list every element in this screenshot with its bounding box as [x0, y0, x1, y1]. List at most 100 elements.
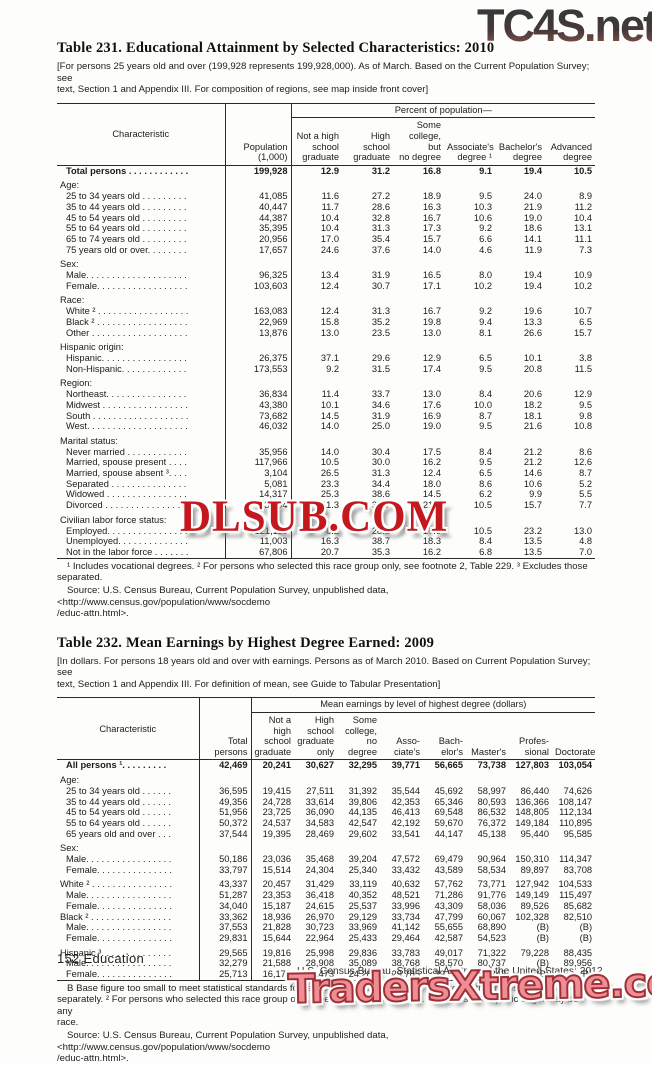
table-cell: 11,003	[224, 536, 292, 547]
table-cell: 60,067	[477, 911, 506, 922]
table-cell: 9.5	[479, 457, 492, 468]
table-232-title: Table 232. Mean Earnings by Highest Degr…	[57, 634, 435, 651]
table-cell: 25.0	[371, 421, 390, 432]
table-cell	[224, 255, 292, 271]
table-cell: 136,366	[515, 796, 549, 807]
table-cell	[495, 255, 545, 270]
table-cell: 8.4	[479, 389, 492, 400]
table-cell: 23,036	[262, 854, 291, 865]
table-cell: 31.3	[371, 468, 390, 479]
table-row: Female. . . . . . . . . . . . . . . . . …	[57, 280, 595, 292]
row-label: Male. . . . . . . . . . . . . . . . .	[66, 890, 172, 901]
table-cell: 29,464	[391, 932, 420, 943]
table-cell: 43,337	[198, 875, 252, 891]
table-row: Male. . . . . . . . . . . . . . . . . . …	[57, 270, 595, 281]
table-cell: 16.7	[422, 212, 441, 223]
table-cell: 15,644	[262, 932, 291, 943]
table-cell: 21.9	[523, 201, 542, 212]
table-row: All persons ¹. . . . . . . . . 42,469 20,2…	[57, 759, 595, 772]
table-cell: 10.8	[573, 421, 593, 432]
table-cell: 49,356	[198, 796, 252, 808]
table-cell	[393, 255, 444, 270]
table-cell: 21.6	[523, 421, 542, 432]
column-header-characteristic: Characteristic	[57, 697, 200, 760]
table-cell: 45,138	[477, 828, 506, 839]
table-cell: 39,806	[348, 796, 377, 807]
table-cell: 44,387	[224, 212, 292, 224]
table-cell: 9.1	[479, 165, 492, 176]
table-cell: 38,768	[391, 958, 420, 969]
table-cell: 18.2	[523, 399, 542, 410]
row-label: Region:	[60, 378, 93, 389]
row-label: 75 years old or over. . . . . . . .	[66, 244, 187, 255]
row-label: Married, spouse absent ³. . . .	[66, 468, 187, 479]
table-row: Sex:	[57, 839, 595, 855]
table-row: Employed. . . . . . . . . . . . . . . . 1…	[57, 525, 595, 537]
table-row: Marital status:	[57, 431, 595, 447]
table-cell: 35.2	[371, 316, 390, 327]
watermark-tradersxtreme: TradersXtreme.com	[287, 958, 652, 1013]
table-cell: 47,572	[391, 854, 420, 865]
row-label: Other . . . . . . . . . . . . . . . . . …	[66, 327, 188, 338]
table-231-body: Total persons . . . . . . . . . . . . 199…	[57, 165, 596, 559]
table-cell: 44,135	[348, 807, 377, 818]
table-row: Female. . . . . . . . . . . . . . . 34,04…	[57, 900, 595, 912]
table-cell: 33,996	[391, 900, 420, 911]
table-cell: 26.5	[320, 468, 339, 479]
table-cell: 17.3	[422, 223, 441, 234]
table-cell: (B)	[579, 969, 593, 980]
table-cell: 31,392	[348, 785, 377, 796]
table-cell	[291, 432, 342, 447]
table-cell	[251, 771, 294, 786]
table-cell: 9.8	[579, 410, 593, 421]
table-cell: 36,418	[305, 890, 334, 901]
table-cell: 28.6	[371, 201, 390, 212]
table-cell: 12.4	[422, 468, 441, 479]
table-cell: 28,908	[305, 958, 334, 969]
row-label: Widowed . . . . . . . . . . . . . . . .	[66, 489, 187, 500]
table-row: 65 years old and over . . . 37,544 19,395 2…	[57, 828, 595, 840]
table-cell: 18.3	[422, 536, 441, 547]
table-cell: 33,614	[305, 796, 334, 807]
table-cell: 103,603	[224, 280, 292, 292]
table-cell: 10.5	[320, 457, 339, 468]
table-cell: 29.6	[371, 353, 390, 363]
table-cell: 14.0	[320, 421, 339, 432]
table-cell: 10.4	[573, 212, 593, 223]
table-cell: 34.4	[371, 478, 390, 489]
table-cell: 29,565	[198, 943, 252, 959]
table-cell: 17.6	[422, 399, 441, 410]
table-cell: 9.2	[326, 363, 339, 374]
table-cell: 6.5	[479, 353, 492, 363]
table-cell	[224, 374, 292, 390]
table-cell: 17,657	[224, 244, 292, 256]
table-row: Male. . . . . . . . . . . . . . . . . 37,…	[57, 922, 595, 933]
table-row: Hispanic. . . . . . . . . . . . . . . . …	[57, 353, 595, 364]
table-cell: 26.6	[523, 327, 542, 338]
row-label: Age:	[60, 180, 80, 191]
table-cell: 18.1	[523, 410, 542, 421]
table-row: Male. . . . . . . . . . . . . . . . . 50,…	[57, 854, 595, 865]
table-cell: 95,585	[563, 828, 593, 839]
table-cell: 9.5	[579, 399, 593, 410]
table-row: 55 to 64 years old . . . . . . . . . 35,3…	[57, 223, 595, 234]
table-cell: 51,956	[198, 807, 252, 818]
table-cell: 79,228	[520, 947, 549, 958]
table-cell: 14.5	[320, 410, 339, 421]
column-group-mean-earnings: Mean earnings by level of highest degree…	[251, 697, 596, 714]
table-cell: 27,511	[306, 785, 334, 796]
table-cell: 21,588	[262, 958, 291, 969]
table-cell	[444, 291, 495, 306]
table-cell: 57,762	[434, 879, 463, 890]
table-cell: 33.7	[371, 500, 390, 511]
table-cell: 12.9	[320, 165, 339, 176]
table-cell	[393, 291, 444, 306]
table-cell	[552, 771, 595, 786]
row-label: Separated . . . . . . . . . . . . . . .	[66, 478, 187, 489]
page-number: 152 Education	[57, 951, 145, 966]
table-cell	[291, 176, 342, 191]
table-cell	[545, 432, 595, 447]
table-cell	[224, 431, 292, 447]
table-cell	[444, 255, 495, 270]
table-cell: 73,738	[477, 760, 506, 771]
